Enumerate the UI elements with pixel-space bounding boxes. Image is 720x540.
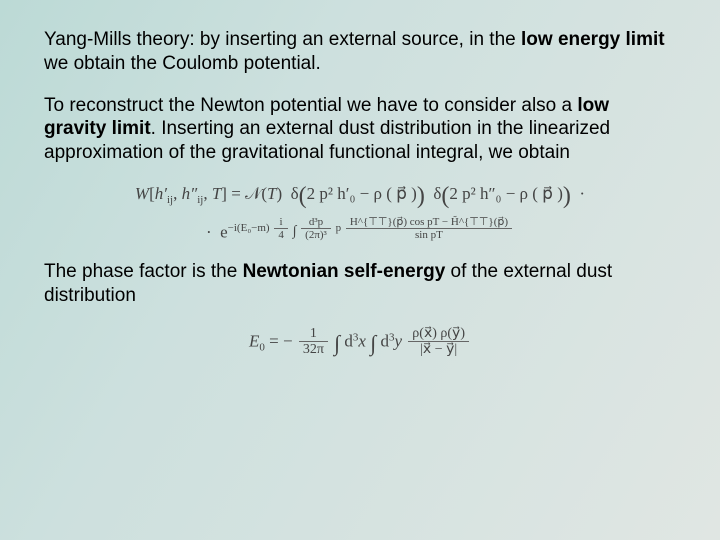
paragraph-yang-mills: Yang-Mills theory: by inserting an exter… bbox=[44, 28, 676, 76]
slide: Yang-Mills theory: by inserting an exter… bbox=[0, 0, 720, 540]
eq1-bigfrac-den: sin pT bbox=[346, 229, 512, 242]
eq1-delta2-inner: 2 p² h″₀ − ρ ( p⃗ ) bbox=[449, 184, 563, 203]
paragraph-newton-setup: To reconstruct the Newton potential we h… bbox=[44, 94, 676, 165]
equation-E0: E0 = − 1 32π ∫ d3x ∫ d3y ρ(x⃗) ρ(y⃗) |x⃗… bbox=[44, 326, 676, 359]
para3-pre: The phase factor is the bbox=[44, 261, 243, 282]
eq1-delta1-inner: 2 p² h′₀ − ρ ( p⃗ ) bbox=[307, 184, 417, 203]
para3-bold: Newtonian self-energy bbox=[243, 261, 446, 282]
eq2-const-den: 32π bbox=[299, 342, 328, 359]
eq1-p: p bbox=[336, 222, 344, 234]
eq1-bigfrac-num: H^{⊤⊤}(p⃗) cos pT − H̃^{⊤⊤}(p⃗) bbox=[346, 216, 512, 229]
paragraph-phase-factor: The phase factor is the Newtonian self-e… bbox=[44, 260, 676, 308]
equation-functional-W-line1: W[h′ij, h″ij, T] = 𝒩(T) δ(2 p² h′₀ − ρ (… bbox=[44, 183, 676, 210]
eq1-line1: W[h′ij, h″ij, T] = 𝒩(T) δ(2 p² h′₀ − ρ (… bbox=[135, 183, 585, 210]
eq1-measure-num: d³p bbox=[301, 216, 331, 229]
eq1-exp-base: e bbox=[220, 222, 228, 241]
eq2-rho-den: |x⃗ − y⃗| bbox=[408, 342, 469, 359]
para1-bold: low energy limit bbox=[521, 29, 665, 50]
eq2-const-num: 1 bbox=[299, 326, 328, 342]
eq1-expfrac-den: 4 bbox=[274, 229, 288, 242]
para1-post: we obtain the Coulomb potential. bbox=[44, 53, 321, 74]
para1-pre: Yang-Mills theory: by inserting an exter… bbox=[44, 29, 521, 50]
eq2-body: E0 = − 1 32π ∫ d3x ∫ d3y ρ(x⃗) ρ(y⃗) |x⃗… bbox=[249, 326, 471, 359]
eq1-measure-den: (2π)³ bbox=[301, 229, 331, 242]
eq2-rho-num: ρ(x⃗) ρ(y⃗) bbox=[408, 326, 469, 342]
eq1-expfrac-num: i bbox=[274, 216, 288, 229]
para2-pre: To reconstruct the Newton potential we h… bbox=[44, 95, 577, 116]
eq1-int: ∫ bbox=[293, 224, 297, 239]
eq1-exp-first: −i(E₀−m) bbox=[228, 222, 270, 234]
eq1-line2: · e−i(E₀−m) i 4 ∫ d³p (2π)³ p H^{⊤⊤}(p⃗)… bbox=[206, 216, 514, 243]
equation-functional-W-line2: · e−i(E₀−m) i 4 ∫ d³p (2π)³ p H^{⊤⊤}(p⃗)… bbox=[44, 216, 676, 243]
